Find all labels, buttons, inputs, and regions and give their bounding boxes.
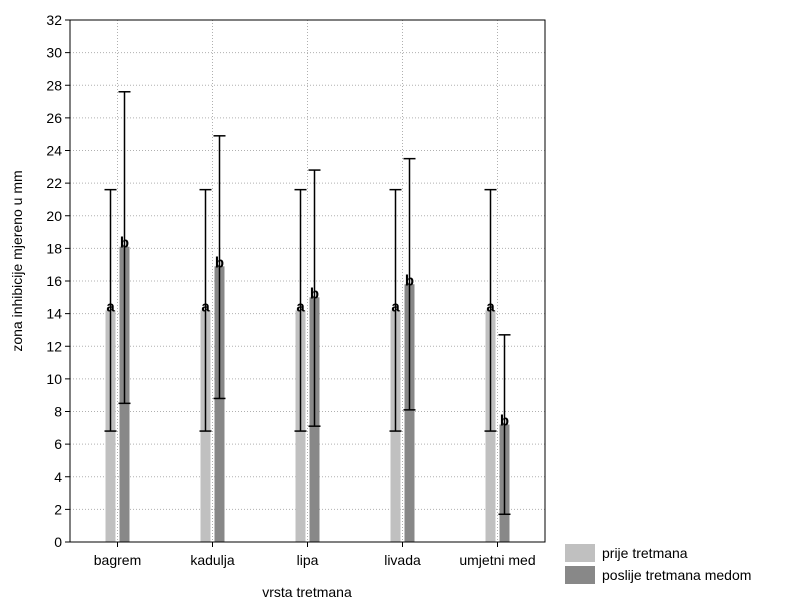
- y-tick-label: 20: [46, 208, 62, 224]
- y-tick-label: 2: [54, 501, 62, 517]
- legend: prije tretmana poslije tretmana medom: [565, 544, 751, 584]
- legend-label-1: poslije tretmana medom: [602, 567, 751, 583]
- x-axis-title: vrsta tretmana: [262, 584, 352, 600]
- significance-label: b: [405, 272, 414, 289]
- significance-label: a: [201, 298, 210, 315]
- x-axis: bagrem kadulja lipa livada umjetni med: [94, 542, 536, 568]
- y-tick-label: 10: [46, 371, 62, 387]
- y-tick-label: 18: [46, 240, 62, 256]
- significance-label: b: [500, 413, 509, 430]
- y-tick-label: 16: [46, 273, 62, 289]
- y-tick-label: 30: [46, 45, 62, 61]
- significance-label: b: [310, 285, 319, 302]
- y-tick-label: 24: [46, 143, 62, 159]
- y-axis-title: zona inhibicije mjereno u mm: [9, 170, 25, 351]
- significance-label: a: [106, 298, 115, 315]
- bar-poslije: [404, 284, 415, 542]
- grid-lines: [70, 20, 545, 542]
- significance-label: b: [120, 235, 129, 252]
- y-tick-label: 4: [54, 469, 62, 485]
- x-tick-label: livada: [384, 552, 421, 568]
- y-tick-label: 32: [46, 12, 62, 28]
- x-tick-label: kadulja: [190, 552, 235, 568]
- x-tick-label: umjetni med: [459, 552, 535, 568]
- y-tick-label: 8: [54, 404, 62, 420]
- y-tick-label: 12: [46, 338, 62, 354]
- bar-poslije: [214, 266, 225, 542]
- x-tick-label: bagrem: [94, 552, 141, 568]
- significance-label: a: [296, 298, 305, 315]
- significance-label: a: [486, 298, 495, 315]
- significance-label: b: [215, 254, 224, 271]
- legend-swatch-1: [565, 566, 595, 584]
- y-tick-label: 22: [46, 175, 62, 191]
- y-tick-label: 28: [46, 77, 62, 93]
- y-tick-label: 26: [46, 110, 62, 126]
- legend-label-0: prije tretmana: [602, 545, 688, 561]
- y-tick-label: 14: [46, 306, 62, 322]
- x-tick-label: lipa: [297, 552, 319, 568]
- y-tick-label: 0: [54, 534, 62, 550]
- y-tick-label: 6: [54, 436, 62, 452]
- error-bars: [104, 91, 511, 516]
- significance-label: a: [391, 298, 400, 315]
- legend-swatch-0: [565, 544, 595, 562]
